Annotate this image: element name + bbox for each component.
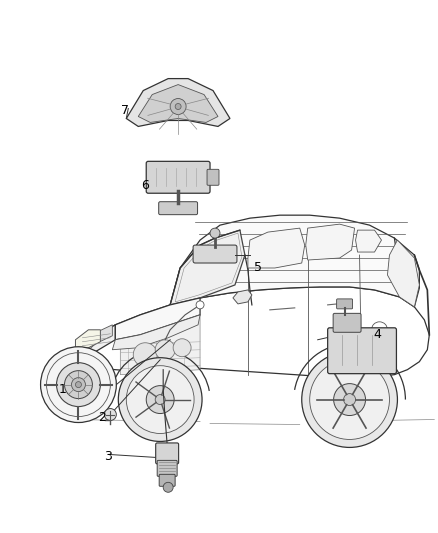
Polygon shape <box>72 325 115 370</box>
Circle shape <box>155 340 175 360</box>
Text: 2: 2 <box>99 411 106 424</box>
FancyBboxPatch shape <box>155 443 179 464</box>
Polygon shape <box>120 315 200 375</box>
FancyBboxPatch shape <box>157 461 177 477</box>
Circle shape <box>163 482 173 492</box>
Polygon shape <box>388 240 419 307</box>
Circle shape <box>155 394 165 405</box>
Text: 6: 6 <box>141 179 149 192</box>
Circle shape <box>133 343 157 367</box>
Text: 5: 5 <box>254 262 262 274</box>
Polygon shape <box>126 78 230 126</box>
FancyBboxPatch shape <box>333 313 361 332</box>
FancyBboxPatch shape <box>159 201 198 215</box>
Circle shape <box>71 378 85 392</box>
Circle shape <box>302 352 397 447</box>
Circle shape <box>175 103 181 109</box>
FancyBboxPatch shape <box>193 245 237 263</box>
Polygon shape <box>81 325 112 356</box>
Circle shape <box>196 301 204 309</box>
Circle shape <box>343 393 356 406</box>
Polygon shape <box>170 215 419 307</box>
Polygon shape <box>66 287 429 378</box>
Polygon shape <box>306 224 355 260</box>
Polygon shape <box>356 230 381 252</box>
FancyBboxPatch shape <box>146 161 210 193</box>
FancyBboxPatch shape <box>207 169 219 185</box>
Circle shape <box>57 362 100 407</box>
FancyBboxPatch shape <box>328 328 396 374</box>
Polygon shape <box>112 315 200 350</box>
Polygon shape <box>233 290 252 304</box>
Polygon shape <box>138 85 218 123</box>
Circle shape <box>334 384 366 416</box>
FancyBboxPatch shape <box>337 299 353 309</box>
Circle shape <box>146 385 174 414</box>
Circle shape <box>310 360 389 439</box>
Text: 1: 1 <box>59 383 67 396</box>
Circle shape <box>118 358 202 441</box>
Text: 3: 3 <box>104 450 112 463</box>
Circle shape <box>75 382 81 387</box>
Polygon shape <box>115 298 200 340</box>
Circle shape <box>41 347 117 423</box>
Circle shape <box>210 228 220 238</box>
Circle shape <box>126 366 194 433</box>
FancyBboxPatch shape <box>159 474 175 486</box>
Polygon shape <box>170 230 245 305</box>
Polygon shape <box>248 228 305 268</box>
Circle shape <box>64 370 92 399</box>
Circle shape <box>170 99 186 115</box>
Circle shape <box>104 409 117 421</box>
Text: 7: 7 <box>121 104 129 117</box>
Circle shape <box>173 339 191 357</box>
Text: 4: 4 <box>374 328 381 341</box>
Polygon shape <box>75 330 100 348</box>
